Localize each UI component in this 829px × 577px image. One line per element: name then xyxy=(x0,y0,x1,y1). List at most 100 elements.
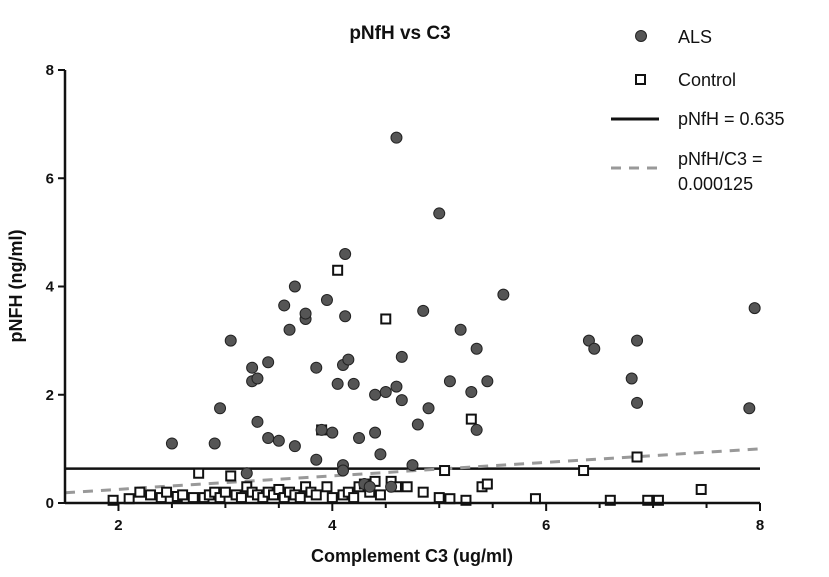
legend-control-label: Control xyxy=(678,70,736,90)
y-axis-ticks: 0 2 4 6 8 xyxy=(46,62,65,512)
legend-dashed-line-label-1: pNfH/C3 = xyxy=(678,149,763,169)
y-tick-label: 4 xyxy=(46,279,55,296)
als-point xyxy=(300,308,311,319)
control-point xyxy=(146,490,155,499)
control-point xyxy=(322,482,331,491)
als-point xyxy=(498,289,509,300)
legend-als-label: ALS xyxy=(678,27,712,47)
als-point xyxy=(471,343,482,354)
legend-control-marker xyxy=(636,75,645,84)
als-point xyxy=(284,324,295,335)
control-point xyxy=(162,488,171,497)
legend-als-marker xyxy=(636,31,647,42)
als-point xyxy=(215,403,226,414)
als-point xyxy=(311,362,322,373)
als-point xyxy=(407,460,418,471)
als-point xyxy=(348,378,359,389)
x-tick-label: 2 xyxy=(114,517,122,534)
als-point xyxy=(632,397,643,408)
control-point xyxy=(440,466,449,475)
control-point xyxy=(697,485,706,494)
als-point xyxy=(316,424,327,435)
legend-dashed-line-label-2: 0.000125 xyxy=(678,174,753,194)
control-point xyxy=(312,490,321,499)
y-tick-label: 2 xyxy=(46,387,54,404)
als-point xyxy=(289,281,300,292)
y-axis-label: pNFH (ng/ml) xyxy=(6,230,26,343)
als-point xyxy=(289,441,300,452)
control-point xyxy=(178,490,187,499)
control-point xyxy=(333,266,342,275)
control-point xyxy=(296,493,305,502)
als-point xyxy=(391,132,402,143)
als-point xyxy=(380,387,391,398)
als-point xyxy=(396,351,407,362)
plot-area: 0 2 4 6 8 2 4 6 8 xyxy=(46,62,765,534)
als-point xyxy=(252,373,263,384)
control-point xyxy=(189,493,198,502)
als-point xyxy=(370,389,381,400)
x-tick-label: 4 xyxy=(328,517,337,534)
control-point xyxy=(221,488,230,497)
control-point xyxy=(579,466,588,475)
x-axis-label: Complement C3 (ug/ml) xyxy=(311,546,513,566)
control-point xyxy=(349,493,358,502)
control-point xyxy=(328,493,337,502)
y-tick-label: 8 xyxy=(46,62,54,79)
control-point xyxy=(194,469,203,478)
als-point xyxy=(340,311,351,322)
control-point xyxy=(483,480,492,489)
x-tick-label: 6 xyxy=(542,517,550,534)
als-point xyxy=(209,438,220,449)
als-point xyxy=(273,435,284,446)
x-axis-ticks: 2 4 6 8 xyxy=(114,503,764,534)
als-point xyxy=(386,481,397,492)
y-tick-label: 6 xyxy=(46,170,54,187)
als-point xyxy=(423,403,434,414)
als-point xyxy=(166,438,177,449)
control-point xyxy=(467,415,476,424)
legend: ALS Control pNfH = 0.635 pNfH/C3 = 0.000… xyxy=(611,27,785,194)
als-point xyxy=(311,454,322,465)
legend-solid-line-label: pNfH = 0.635 xyxy=(678,109,785,129)
als-point xyxy=(744,403,755,414)
chart-title: pNfH vs C3 xyxy=(349,23,450,44)
control-point xyxy=(135,488,144,497)
als-point xyxy=(364,481,375,492)
control-point xyxy=(419,488,428,497)
als-point xyxy=(241,468,252,479)
als-point xyxy=(327,427,338,438)
control-point xyxy=(435,493,444,502)
control-point xyxy=(381,314,390,323)
x-tick-label: 8 xyxy=(756,517,764,534)
als-point xyxy=(749,303,760,314)
als-point xyxy=(444,376,455,387)
als-point xyxy=(252,416,263,427)
als-point xyxy=(418,305,429,316)
control-point xyxy=(403,482,412,491)
als-point xyxy=(589,343,600,354)
control-point xyxy=(633,452,642,461)
als-point xyxy=(434,208,445,219)
als-point xyxy=(247,362,258,373)
als-point xyxy=(263,433,274,444)
als-point xyxy=(626,373,637,384)
y-tick-label: 0 xyxy=(46,495,54,512)
control-point xyxy=(376,490,385,499)
als-point xyxy=(391,381,402,392)
als-point xyxy=(482,376,493,387)
als-point xyxy=(370,427,381,438)
als-markers xyxy=(166,132,760,492)
als-point xyxy=(396,395,407,406)
als-point xyxy=(466,387,477,398)
als-point xyxy=(343,354,354,365)
als-point xyxy=(455,324,466,335)
als-point xyxy=(354,433,365,444)
als-point xyxy=(338,465,349,476)
als-point xyxy=(279,300,290,311)
control-point xyxy=(226,471,235,480)
als-point xyxy=(632,335,643,346)
als-point xyxy=(263,357,274,368)
als-point xyxy=(471,424,482,435)
